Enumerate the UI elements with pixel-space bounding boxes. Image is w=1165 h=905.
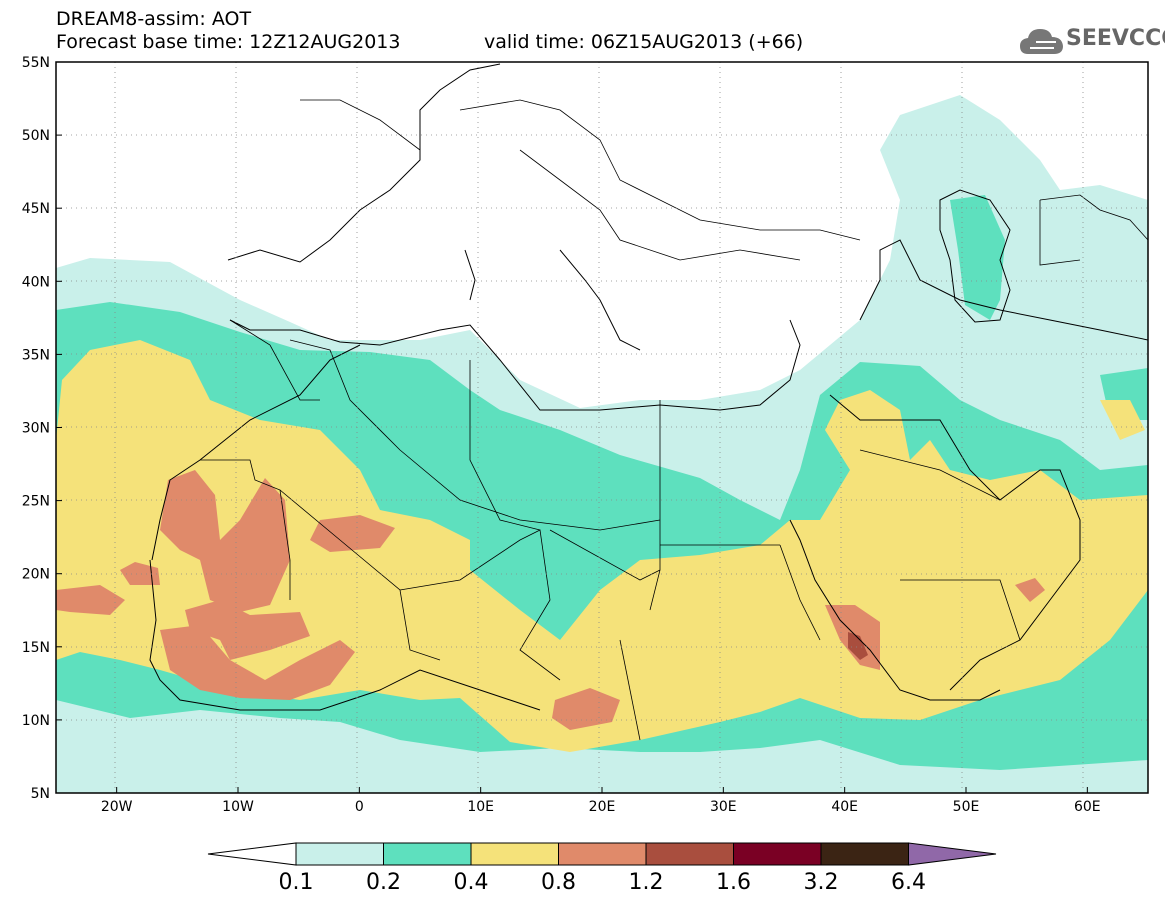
lat-tick-label: 20N <box>22 567 50 583</box>
lon-tick-label: 40E <box>831 799 858 815</box>
lat-tick-label: 50N <box>22 128 50 144</box>
colorbar-label: 0.8 <box>541 870 576 895</box>
lon-tick-label: 60E <box>1074 799 1101 815</box>
valid-time: valid time: 06Z15AUG2013 (+66) <box>484 31 804 53</box>
colorbar-swatch <box>820 842 909 866</box>
colorbar-swatch <box>558 842 647 866</box>
lat-tick-label: 15N <box>22 640 50 656</box>
lat-tick-label: 25N <box>22 494 50 510</box>
lat-tick-label: 40N <box>22 274 50 290</box>
colorbar-swatch <box>645 842 734 866</box>
lat-tick-label: 55N <box>22 55 50 71</box>
aot-level-0.8 <box>56 470 1045 730</box>
lat-tick-label: 35N <box>22 347 50 363</box>
colorbar-label: 0.1 <box>279 870 314 895</box>
colorbar-min-arrow <box>207 842 297 866</box>
forecast-base-time: Forecast base time: 12Z12AUG2013 <box>56 31 401 53</box>
lat-tick-label: 30N <box>22 421 50 437</box>
colorbar: 0.1 0.2 0.4 0.8 1.2 1.6 3.2 6.4 <box>207 842 997 895</box>
lat-tick-label: 10N <box>22 713 50 729</box>
lon-tick-label: 20W <box>101 799 133 815</box>
lat-tick-label: 45N <box>22 201 50 217</box>
lon-tick-label: 50E <box>953 799 980 815</box>
country-borders <box>200 99 1148 741</box>
colorbar-label: 6.4 <box>891 870 926 895</box>
map-title: DREAM8-assim: AOT <box>56 8 252 30</box>
lat-axis: 5N 10N 15N 20N 25N 30N 35N 40N 45N 50N 55N <box>22 55 62 802</box>
colorbar-label: 0.2 <box>366 870 401 895</box>
lat-tick-label: 5N <box>31 786 50 802</box>
colorbar-swatch <box>733 842 822 866</box>
lon-tick-label: 30E <box>710 799 737 815</box>
colorbar-label: 3.2 <box>804 870 839 895</box>
colorbar-swatch <box>295 842 384 866</box>
lon-tick-label: 10W <box>222 799 254 815</box>
colorbar-max-arrow <box>908 842 997 866</box>
lon-tick-label: 0 <box>355 799 364 815</box>
aot-level-1.2 <box>848 632 868 660</box>
lon-tick-label: 20E <box>589 799 616 815</box>
seevccc-logo: SEEVCCC <box>1016 20 1165 60</box>
grid-lines <box>56 62 1148 793</box>
colorbar-swatch <box>470 842 559 866</box>
colorbar-label: 1.6 <box>716 870 751 895</box>
aot-fields <box>56 62 1148 793</box>
colorbar-label: 1.2 <box>629 870 664 895</box>
colorbar-swatch <box>383 842 472 866</box>
lon-tick-label: 10E <box>467 799 494 815</box>
colorbar-label: 0.4 <box>454 870 489 895</box>
lon-axis: 20W 10W 0 10E 20E 30E 40E 50E 60E <box>101 787 1101 815</box>
cloud-icon <box>1020 29 1063 54</box>
logo-text: SEEVCCC <box>1066 26 1165 51</box>
